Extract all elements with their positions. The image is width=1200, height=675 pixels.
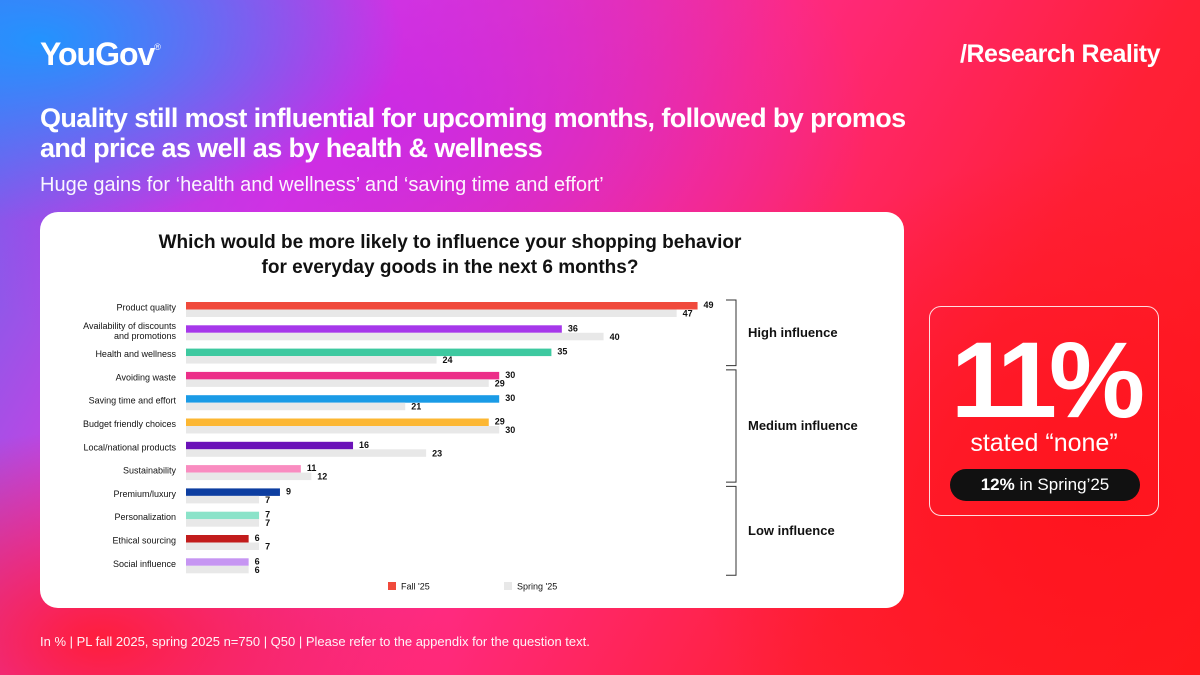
bar-fall-25 — [186, 465, 301, 473]
group-label: Medium influence — [748, 418, 858, 433]
value-label-spring-25: 12 — [317, 472, 327, 482]
value-label-spring-25: 6 — [255, 565, 260, 575]
bar-fall-25 — [186, 418, 489, 426]
footnote: In % | PL fall 2025, spring 2025 n=750 |… — [40, 634, 590, 649]
bar-fall-25 — [186, 558, 249, 566]
category-label: Premium/luxury — [113, 489, 176, 499]
legend-label-spring-25: Spring '25 — [517, 582, 557, 592]
stat-compare-pill: 12% in Spring’25 — [950, 469, 1140, 501]
bar-spring-25 — [186, 379, 489, 387]
stat-compare-value: 12% — [980, 475, 1015, 494]
bar-spring-25 — [186, 356, 437, 364]
value-label-fall-25: 6 — [255, 533, 260, 543]
page-headline: Quality still most influential for upcom… — [40, 103, 906, 163]
research-reality-brand: /Research Reality — [960, 40, 1160, 68]
value-label-spring-25: 40 — [610, 332, 620, 342]
bar-spring-25 — [186, 402, 406, 411]
bar-spring-25 — [186, 519, 260, 527]
bar-spring-25 — [186, 495, 260, 504]
value-label-fall-25: 7 — [265, 510, 270, 520]
category-label: and promotions — [114, 331, 177, 341]
group-bracket — [726, 485, 737, 576]
bar-fall-25 — [186, 535, 249, 543]
legend-swatch-fall-25 — [388, 582, 396, 590]
bar-spring-25 — [186, 565, 249, 574]
bar-spring-25 — [186, 332, 604, 341]
registered-mark: ® — [154, 42, 161, 52]
bar-fall-25 — [186, 371, 500, 380]
chart-title: Which would be more likely to influence … — [158, 232, 742, 278]
bar-fall-25 — [186, 441, 354, 450]
bar-spring-25 — [186, 449, 427, 457]
bar-spring-25 — [186, 542, 260, 550]
bar-fall-25 — [186, 511, 260, 520]
value-label-fall-25: 29 — [495, 417, 505, 427]
value-label-spring-25: 30 — [505, 425, 515, 435]
value-label-spring-25: 7 — [265, 518, 270, 528]
stat-label: stated “none” — [970, 429, 1118, 457]
bar-fall-25 — [186, 488, 280, 496]
value-label-spring-25: 24 — [443, 355, 453, 365]
bar-chart: Product quality 49 47 Availability of disco… — [83, 299, 858, 592]
legend-label-fall-25: Fall '25 — [401, 582, 430, 592]
category-label: Sustainability — [123, 466, 177, 476]
category-label: Social influence — [113, 559, 176, 569]
value-label-fall-25: 11 — [307, 463, 317, 473]
value-label-fall-25: 9 — [286, 486, 291, 496]
logo-text: YouGov — [40, 36, 155, 72]
category-label: Local/national products — [83, 442, 176, 452]
category-label: Ethical sourcing — [112, 536, 176, 546]
category-label: Health and wellness — [95, 349, 176, 359]
bar-spring-25 — [186, 309, 677, 317]
group-label: Low influence — [748, 523, 835, 538]
category-label: Budget friendly choices — [83, 419, 177, 429]
value-label-fall-25: 6 — [255, 556, 260, 566]
value-label-spring-25: 7 — [265, 542, 270, 552]
value-label-fall-25: 30 — [505, 370, 515, 380]
chart-card: Which would be more likely to influence … — [40, 212, 904, 608]
bar-fall-25 — [186, 302, 698, 310]
value-label-fall-25: 49 — [704, 300, 714, 310]
none-stat-box: 11% stated “none” 12% in Spring’25 — [929, 306, 1159, 516]
bar-spring-25 — [186, 426, 500, 434]
stat-value: 11% — [950, 319, 1145, 440]
value-label-fall-25: 36 — [568, 323, 578, 333]
bar-fall-25 — [186, 325, 562, 333]
value-label-spring-25: 7 — [265, 495, 270, 505]
bar-spring-25 — [186, 472, 312, 481]
stat-compare-text: in Spring’25 — [1014, 475, 1110, 494]
page-subheadline: Huge gains for ‘health and wellness’ and… — [40, 174, 604, 196]
value-label-fall-25: 30 — [505, 393, 515, 403]
group-bracket — [726, 369, 737, 483]
value-label-spring-25: 29 — [495, 378, 505, 388]
category-label: Saving time and effort — [89, 396, 177, 406]
value-label-fall-25: 16 — [359, 440, 369, 450]
value-label-fall-25: 35 — [557, 347, 567, 357]
bar-fall-25 — [186, 395, 500, 403]
category-label: Personalization — [114, 512, 176, 522]
group-label: High influence — [748, 325, 838, 340]
value-label-spring-25: 21 — [411, 402, 421, 412]
category-label: Availability of discounts — [83, 321, 176, 331]
yougov-logo: YouGov® — [40, 36, 161, 73]
legend-swatch-spring-25 — [504, 582, 512, 590]
bar-fall-25 — [186, 348, 552, 357]
group-bracket — [726, 299, 737, 367]
value-label-spring-25: 47 — [683, 309, 693, 319]
category-label: Product quality — [116, 303, 176, 313]
value-label-spring-25: 23 — [432, 448, 442, 458]
category-label: Avoiding waste — [116, 372, 176, 382]
